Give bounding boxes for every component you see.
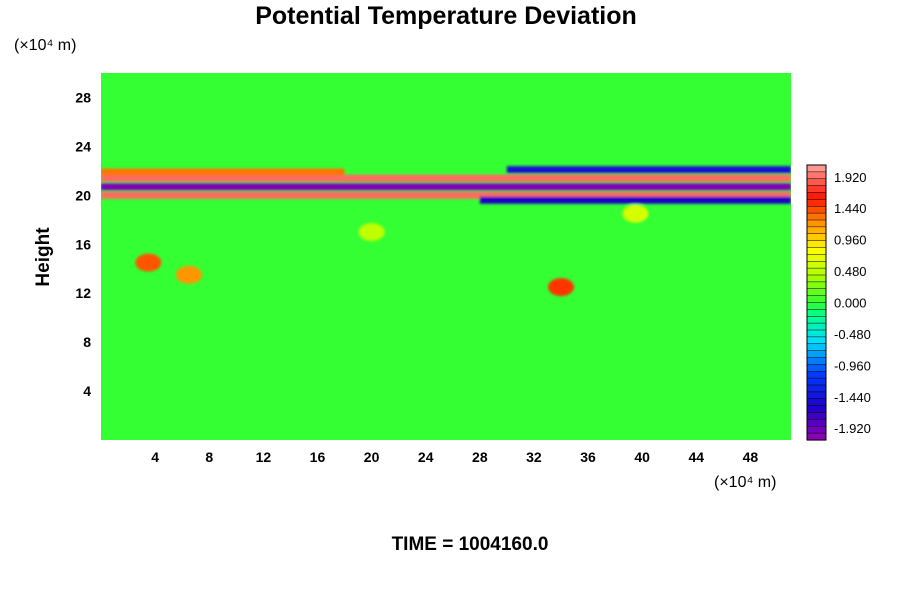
colorbar-step (807, 316, 826, 324)
colorbar-tick-label: 1.440 (834, 201, 867, 216)
field-blob (358, 223, 385, 242)
field-blob (135, 253, 162, 272)
colorbar-step (807, 226, 826, 235)
colorbar-step (807, 371, 826, 379)
colorbar-tick-label: -0.960 (834, 358, 871, 373)
colorbar-tick-label: 0.480 (834, 264, 867, 279)
colorbar-step (807, 391, 826, 400)
colorbar-tick-label: 1.920 (834, 170, 867, 185)
colorbar-step (807, 178, 826, 187)
colorbar-step (807, 323, 826, 331)
x-tick-label: 32 (526, 449, 542, 465)
colorbar-frame (806, 164, 827, 441)
colorbar-step (807, 295, 826, 304)
time-label: TIME = 1004160.0 (392, 534, 549, 555)
colorbar-step (807, 206, 826, 214)
colorbar-step (807, 336, 826, 345)
colorbar-step (807, 357, 826, 365)
colorbar-step (807, 288, 826, 297)
field-band (101, 191, 791, 199)
field-blob (622, 204, 649, 223)
plot-area (101, 73, 791, 440)
colorbar-step (807, 385, 826, 393)
colorbar-step (807, 364, 826, 372)
colorbar-step (807, 433, 826, 441)
x-tick-label: 20 (364, 449, 380, 465)
x-tick-label: 48 (743, 449, 759, 465)
colorbar-tick-label: -1.920 (834, 421, 871, 436)
colorbar-step (807, 398, 826, 407)
colorbar-step (807, 412, 826, 420)
y-axis-label: Height (33, 227, 54, 287)
colorbar-step (807, 213, 826, 221)
x-tick-label: 8 (205, 449, 213, 465)
colorbar-step (807, 275, 826, 283)
field-band (101, 183, 791, 191)
colorbar-step (807, 254, 826, 262)
y-tick-label: 24 (75, 138, 91, 154)
x-ticks: 4 8 12 16 20 24 28 32 36 40 44 48 (151, 449, 758, 465)
colorbar-step (807, 330, 826, 338)
y-tick-label: 4 (83, 383, 91, 399)
colorbar-step (807, 426, 826, 434)
y-tick-label: 16 (75, 236, 91, 252)
colorbar-step (807, 165, 826, 173)
x-tick-label: 16 (310, 449, 326, 465)
colorbar-step (807, 199, 826, 207)
colorbar-step (807, 185, 826, 194)
x-tick-label: 4 (151, 449, 159, 465)
x-tick-label: 24 (418, 449, 434, 465)
colorbar-step (807, 343, 826, 352)
field-band (506, 166, 791, 174)
x-tick-label: 36 (580, 449, 596, 465)
colorbar: 1.920 1.440 0.960 0.480 0.000 -0.480 -0.960 -1.… (806, 164, 871, 441)
colorbar-step (807, 261, 826, 269)
field-features (101, 166, 791, 297)
y-tick-label: 20 (75, 187, 91, 203)
y-tick-label: 28 (75, 89, 91, 105)
colorbar-tick-label: -1.440 (834, 390, 871, 405)
colorbar-step (807, 192, 826, 200)
colorbar-step (807, 419, 826, 427)
x-axis-unit: (×10⁴ m) (714, 474, 776, 491)
field-band (101, 168, 345, 176)
y-ticks: 4 8 12 16 20 24 28 (75, 89, 91, 399)
y-tick-label: 8 (83, 334, 91, 350)
colorbar-step (807, 281, 826, 290)
plot-background (101, 73, 791, 440)
colorbar-step (807, 220, 826, 228)
x-tick-label: 44 (689, 449, 705, 465)
colorbar-step (807, 405, 826, 414)
colorbar-step (807, 233, 826, 242)
colorbar-step (807, 309, 826, 317)
colorbar-step (807, 247, 826, 255)
colorbar-tick-label: -0.480 (834, 327, 871, 342)
colorbar-tick-label: 0.000 (834, 296, 867, 311)
field-band (101, 174, 791, 182)
colorbar-step (807, 240, 826, 249)
colorbar-step (807, 350, 826, 359)
colorbar-step (807, 268, 826, 276)
field-blob (175, 265, 202, 284)
x-tick-label: 12 (256, 449, 272, 465)
chart-title: Potential Temperature Deviation (255, 2, 637, 30)
colorbar-step (807, 171, 826, 180)
colorbar-tick-label: 0.960 (834, 233, 867, 248)
field-band (479, 196, 791, 204)
x-tick-label: 40 (634, 449, 650, 465)
colorbar-step (807, 378, 826, 386)
y-tick-label: 12 (75, 285, 91, 301)
colorbar-step (807, 302, 826, 310)
x-tick-label: 28 (472, 449, 488, 465)
y-axis-unit: (×10⁴ m) (14, 37, 76, 54)
field-blob (548, 278, 574, 297)
